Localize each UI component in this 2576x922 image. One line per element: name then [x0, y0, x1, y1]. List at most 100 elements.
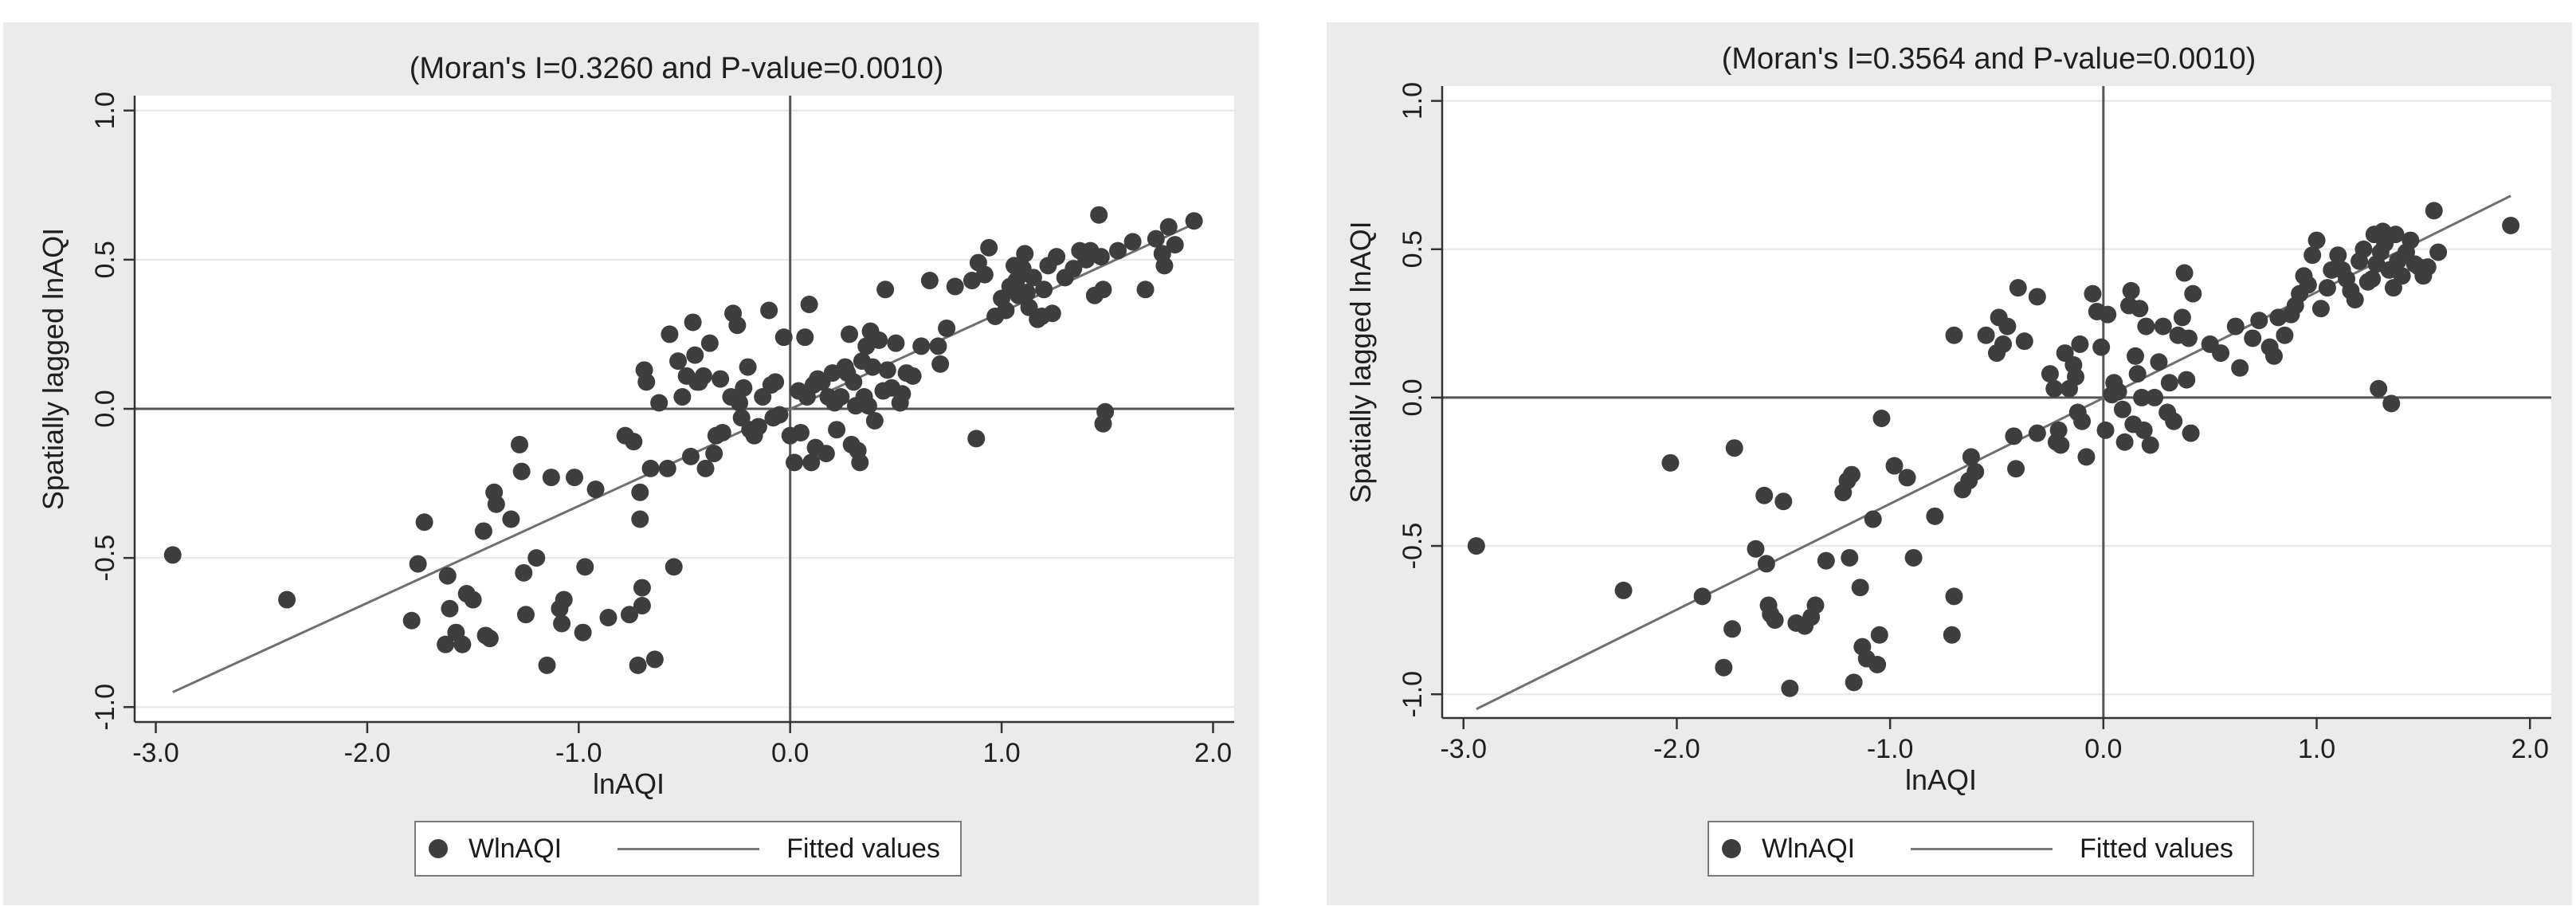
scatter-point	[515, 563, 533, 582]
scatter-point	[555, 590, 573, 609]
scatter-point	[938, 319, 956, 337]
scatter-point	[686, 346, 704, 364]
scatter-point	[1017, 284, 1036, 302]
scatter-point	[865, 411, 884, 430]
scatter-point	[669, 352, 688, 371]
scatter-point	[786, 453, 803, 472]
scatter-point	[2137, 317, 2155, 335]
scatter-point	[2045, 379, 2064, 398]
scatter-point	[1817, 551, 1835, 570]
scatter-point	[760, 301, 778, 320]
scatter-point	[859, 397, 877, 415]
legend-marker-line	[1911, 847, 2053, 850]
y-tick-label: 0.0	[90, 390, 120, 427]
x-tick-label: 2.0	[2511, 734, 2549, 764]
scatter-point	[2179, 329, 2198, 347]
scatter-point	[631, 483, 649, 501]
scatter-point	[542, 469, 560, 487]
scatter-point	[566, 469, 583, 487]
chart-panel-right: -3.0 -2.0 -1.0 0.0 1.0 2.0 -1.0 -0.5 0.0 0.5 1.0 (M…	[1327, 22, 2572, 905]
scatter-point	[2128, 365, 2147, 383]
scatter-point	[2109, 383, 2127, 401]
y-tick-label: 0.5	[90, 241, 120, 278]
scatter-point	[2135, 421, 2153, 439]
scatter-point	[2418, 258, 2437, 277]
scatter-point	[2382, 394, 2401, 413]
scatter-point	[553, 614, 571, 633]
scatter-point	[694, 367, 712, 385]
scatter-point	[2028, 424, 2046, 442]
scatter-point	[2092, 338, 2111, 356]
legend-label-wlnaqi: WlnAQI	[1762, 833, 1856, 864]
scatter-point	[1096, 402, 1115, 421]
scatter-point	[2005, 427, 2023, 445]
scatter-point	[887, 334, 905, 352]
scatter-point	[2099, 305, 2117, 324]
scatter-point	[2226, 317, 2245, 335]
scatter-point	[1872, 409, 1891, 427]
scatter-point	[975, 265, 994, 284]
scatter-point	[1467, 537, 1485, 555]
scatter-point	[2084, 284, 2102, 303]
scatter-point	[1123, 233, 1142, 251]
scatter-point	[650, 394, 669, 412]
scatter-point	[645, 650, 664, 669]
scatter-point	[870, 331, 888, 349]
scatter-point	[1943, 626, 1961, 644]
scatter-point	[402, 611, 421, 630]
scatter-point	[728, 316, 747, 335]
scatter-point	[586, 481, 605, 499]
x-tick-label: -3.0	[132, 738, 179, 768]
x-tick-label: -1.0	[555, 738, 602, 768]
scatter-point	[502, 510, 520, 528]
scatter-point	[705, 445, 723, 463]
scatter-point	[2502, 216, 2520, 234]
scatter-point	[441, 599, 459, 618]
scatter-point	[1043, 304, 1061, 323]
scatter-point	[637, 373, 656, 391]
scatter-plot-left: -3.0 -2.0 -1.0 0.0 1.0 2.0 -1.0 -0.5 0.0 0.5 1.0 (M…	[37, 52, 1234, 800]
scatter-point	[2250, 312, 2268, 330]
scatter-point	[1109, 241, 1127, 260]
scatter-point	[2231, 359, 2249, 377]
scatter-point	[802, 453, 821, 472]
scatter-point	[791, 423, 810, 441]
scatter-point	[1136, 281, 1155, 299]
scatter-point	[1766, 611, 1784, 630]
scatter-point	[2307, 231, 2326, 249]
x-tick-label: -2.0	[1653, 734, 1700, 764]
scatter-point	[2212, 344, 2230, 363]
scatter-point	[512, 462, 531, 481]
scatter-point	[796, 328, 814, 347]
scatter-point	[2393, 267, 2411, 285]
scatter-point	[1998, 317, 2017, 335]
scatter-point	[2096, 421, 2115, 439]
scatter-point	[2425, 202, 2443, 220]
scatter-point	[1994, 335, 2013, 353]
scatter-point	[828, 421, 846, 439]
scatter-point	[1926, 507, 1944, 525]
scatter-point	[1806, 596, 1825, 614]
scatter-point	[1614, 581, 1633, 599]
scatter-point	[1723, 620, 1742, 638]
scatter-point	[1166, 236, 1184, 254]
scatter-point	[2146, 388, 2164, 406]
scatter-point	[2184, 284, 2202, 303]
y-tick-label: -1.0	[90, 684, 120, 731]
legend-label-fitted: Fitted values	[2080, 833, 2233, 864]
scatter-point	[480, 630, 499, 648]
scatter-point	[2131, 300, 2149, 318]
scatter-point	[1842, 465, 1860, 484]
scatter-point	[453, 635, 472, 653]
scatter-point	[739, 358, 757, 376]
scatter-point	[997, 301, 1015, 320]
legend-left: WlnAQI Fitted values	[414, 821, 962, 877]
scatter-point	[1155, 257, 1174, 275]
scatter-point	[438, 567, 457, 585]
legend-marker-dot	[429, 839, 448, 858]
scatter-point	[2127, 347, 2144, 365]
scatter-point	[1977, 326, 1995, 344]
scatter-point	[2244, 329, 2262, 347]
scatter-point	[2299, 276, 2317, 294]
scatter-point	[845, 373, 863, 391]
